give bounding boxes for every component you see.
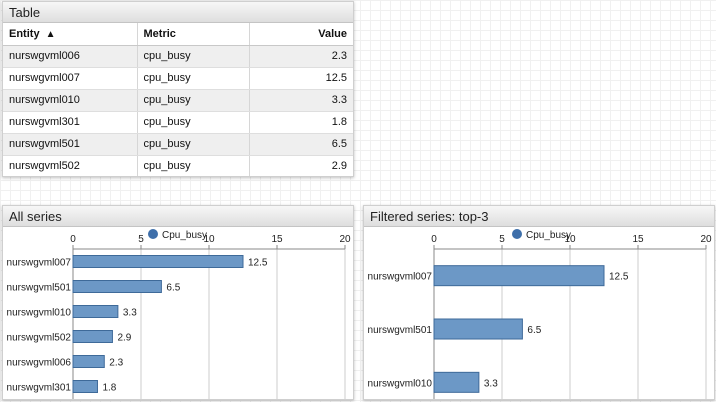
y-category-label: nurswgvml010 [368, 378, 433, 389]
all-series-panel-title: All series [3, 206, 353, 227]
x-tick-label: 0 [70, 234, 76, 245]
bar[interactable] [72, 305, 119, 318]
bar[interactable] [72, 280, 162, 293]
filtered-series-panel: Filtered series: top-3 Cpu_busy 0 5 10 15 20 n… [363, 205, 715, 400]
data-table: Entity ▲ Metric Value nurswgvml006 cpu_bu… [3, 23, 353, 176]
cell-metric: cpu_busy [137, 155, 250, 176]
x-tick-label: 20 [339, 234, 351, 245]
table-row[interactable]: nurswgvml502 cpu_busy 2.9 [3, 155, 353, 176]
chart-legend[interactable]: Cpu_busy [148, 229, 207, 241]
x-tick-label: 5 [499, 234, 505, 245]
x-tick-label: 20 [700, 234, 712, 245]
y-category-label: nurswgvml007 [7, 258, 72, 269]
y-category-label: nurswgvml501 [7, 283, 72, 294]
cell-metric: cpu_busy [137, 133, 250, 156]
legend-marker-icon [148, 229, 158, 239]
cell-metric: cpu_busy [137, 67, 250, 90]
bar-value-label: 3.3 [123, 308, 137, 319]
legend-marker-icon [512, 229, 522, 239]
table-row[interactable]: nurswgvml501 cpu_busy 6.5 [3, 133, 353, 156]
all-series-panel: All series Cpu_busy 0 5 10 15 20 nurswgvml007 1… [2, 205, 354, 400]
y-category-label: nurswgvml502 [7, 333, 72, 344]
x-tick-label: 10 [564, 234, 576, 245]
bar-value-label: 12.5 [248, 258, 268, 269]
cell-entity: nurswgvml301 [3, 111, 138, 134]
y-category-label: nurswgvml501 [368, 325, 433, 336]
column-header-metric[interactable]: Metric [137, 23, 250, 46]
bar[interactable] [72, 355, 105, 368]
cell-entity: nurswgvml502 [3, 155, 138, 176]
cell-value: 12.5 [249, 67, 353, 90]
cell-metric: cpu_busy [137, 111, 250, 134]
table-row[interactable]: nurswgvml007 cpu_busy 12.5 [3, 67, 353, 90]
bar[interactable] [72, 330, 113, 343]
bar-value-label: 6.5 [527, 325, 541, 336]
filtered-series-bar-chart: Cpu_busy 0 5 10 15 20 nurswgvml007 12.5 nurswgvm… [368, 229, 712, 399]
column-header-label: Metric [143, 27, 176, 40]
bar-value-label: 2.9 [117, 333, 131, 344]
column-header-entity[interactable]: Entity ▲ [3, 23, 138, 46]
cell-value: 3.3 [249, 89, 353, 112]
x-tick-label: 10 [203, 234, 215, 245]
x-tick-label: 5 [138, 234, 144, 245]
all-series-bar-chart: Cpu_busy 0 5 10 15 20 nurswgvml007 12.5 nurswgvm… [7, 229, 351, 399]
bar[interactable] [433, 318, 523, 340]
table-header-row: Entity ▲ Metric Value [3, 23, 353, 46]
chart-legend[interactable]: Cpu_busy [512, 229, 571, 241]
x-tick-label: 15 [271, 234, 283, 245]
cell-value: 6.5 [249, 133, 353, 156]
y-category-label: nurswgvml010 [7, 308, 72, 319]
bar-value-label: 3.3 [484, 378, 498, 389]
x-tick-label: 15 [632, 234, 644, 245]
cell-entity: nurswgvml501 [3, 133, 138, 156]
bar-value-label: 1.8 [102, 383, 116, 394]
filtered-series-panel-title: Filtered series: top-3 [364, 206, 714, 227]
legend-label: Cpu_busy [526, 230, 571, 241]
column-header-label: Value [318, 27, 347, 40]
table-row[interactable]: nurswgvml006 cpu_busy 2.3 [3, 45, 353, 68]
bar-value-label: 2.3 [109, 358, 123, 369]
x-tick-label: 0 [431, 234, 437, 245]
sort-ascending-icon: ▲ [45, 28, 56, 40]
bar[interactable] [72, 255, 244, 268]
table-row[interactable]: nurswgvml010 cpu_busy 3.3 [3, 89, 353, 112]
y-category-label: nurswgvml007 [368, 272, 433, 283]
table-panel: Table Entity ▲ Metric Value nurswgvml006 … [2, 1, 354, 177]
table-panel-title: Table [3, 2, 353, 23]
bar[interactable] [433, 371, 480, 393]
cell-metric: cpu_busy [137, 89, 250, 112]
cell-entity: nurswgvml007 [3, 67, 138, 90]
bar-value-label: 6.5 [166, 283, 180, 294]
cell-entity: nurswgvml010 [3, 89, 138, 112]
y-category-label: nurswgvml006 [7, 358, 72, 369]
bar[interactable] [72, 380, 98, 393]
column-header-value[interactable]: Value [249, 23, 353, 46]
table-row[interactable]: nurswgvml301 cpu_busy 1.8 [3, 111, 353, 134]
cell-value: 2.3 [249, 45, 353, 68]
bar[interactable] [433, 265, 605, 287]
cell-metric: cpu_busy [137, 45, 250, 68]
y-category-label: nurswgvml301 [7, 383, 72, 394]
cell-entity: nurswgvml006 [3, 45, 138, 68]
cell-value: 2.9 [249, 155, 353, 176]
legend-label: Cpu_busy [162, 230, 207, 241]
cell-value: 1.8 [249, 111, 353, 134]
bar-value-label: 12.5 [609, 272, 629, 283]
column-header-label: Entity [9, 27, 40, 40]
